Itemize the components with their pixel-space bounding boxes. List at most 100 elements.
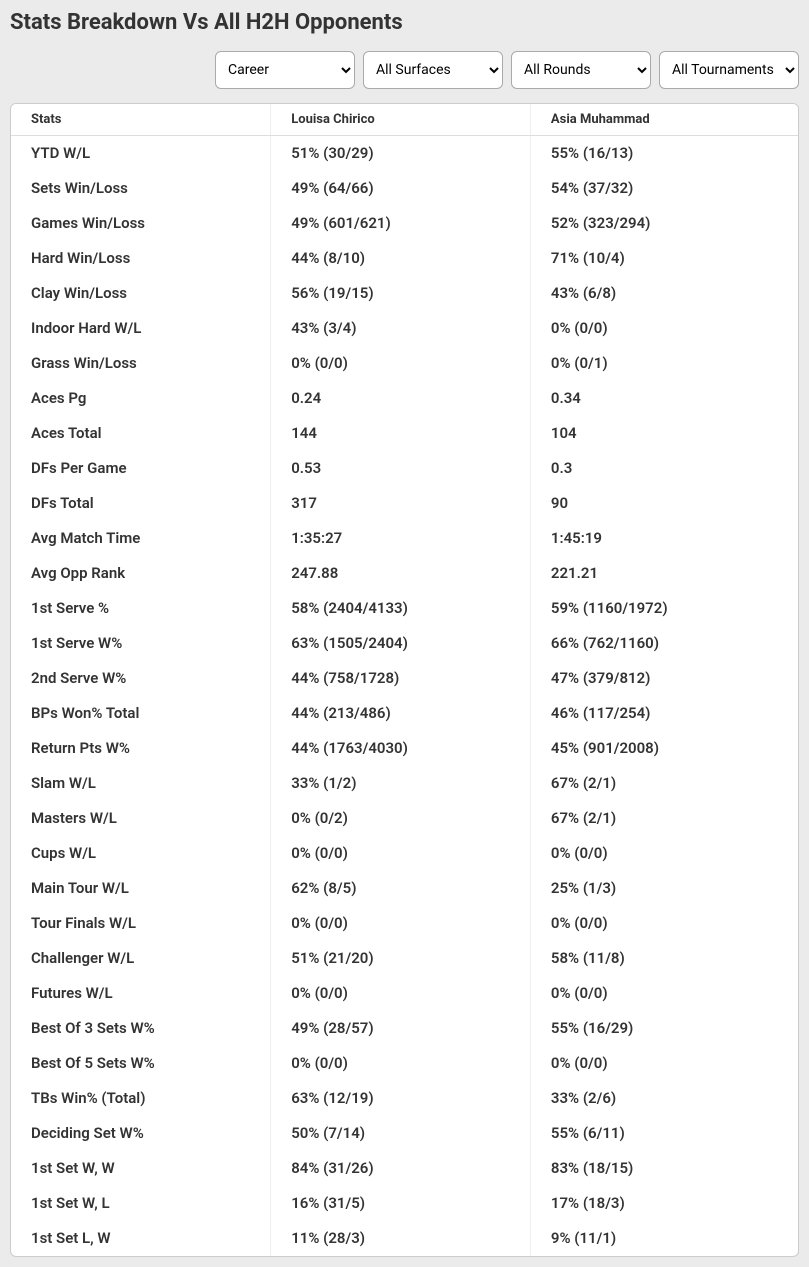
stat-player1-value: 56% (19/15) [271,276,531,311]
stat-label: Indoor Hard W/L [11,311,271,346]
stat-player2-value: 90 [530,486,798,521]
stat-label: Best Of 3 Sets W% [11,1011,271,1046]
table-row: 1st Set W, L16% (31/5)17% (18/3) [11,1186,798,1221]
stat-player2-value: 55% (6/11) [530,1116,798,1151]
stat-player1-value: 44% (1763/4030) [271,731,531,766]
table-row: BPs Won% Total44% (213/486)46% (117/254) [11,696,798,731]
stat-label: 2nd Serve W% [11,661,271,696]
stat-player1-value: 43% (3/4) [271,311,531,346]
stat-player1-value: 11% (28/3) [271,1221,531,1256]
stat-player1-value: 51% (30/29) [271,136,531,171]
table-row: Games Win/Loss49% (601/621)52% (323/294) [11,206,798,241]
stat-label: 1st Serve % [11,591,271,626]
stat-player2-value: 52% (323/294) [530,206,798,241]
table-row: Return Pts W%44% (1763/4030)45% (901/200… [11,731,798,766]
stat-player1-value: 44% (8/10) [271,241,531,276]
table-header-row: Stats Louisa Chirico Asia Muhammad [11,104,798,136]
stat-player2-value: 0.34 [530,381,798,416]
stat-player2-value: 0% (0/0) [530,906,798,941]
stat-player1-value: 1:35:27 [271,521,531,556]
stat-player1-value: 0.53 [271,451,531,486]
stat-player1-value: 58% (2404/4133) [271,591,531,626]
table-row: Futures W/L0% (0/0)0% (0/0) [11,976,798,1011]
table-row: Slam W/L33% (1/2)67% (2/1) [11,766,798,801]
stat-label: Avg Opp Rank [11,556,271,591]
table-row: Challenger W/L51% (21/20)58% (11/8) [11,941,798,976]
stat-label: Aces Pg [11,381,271,416]
table-row: 1st Set L, W11% (28/3)9% (11/1) [11,1221,798,1256]
filter-tournaments[interactable]: All Tournaments [659,51,799,89]
stat-player1-value: 51% (21/20) [271,941,531,976]
table-row: Aces Total144104 [11,416,798,451]
table-row: Avg Opp Rank247.88221.21 [11,556,798,591]
stat-player1-value: 0% (0/0) [271,1046,531,1081]
table-row: Cups W/L0% (0/0)0% (0/0) [11,836,798,871]
table-row: Hard Win/Loss44% (8/10)71% (10/4) [11,241,798,276]
table-row: Avg Match Time1:35:271:45:19 [11,521,798,556]
col-header-player2: Asia Muhammad [530,104,798,136]
stat-player1-value: 0% (0/0) [271,836,531,871]
stat-player2-value: 58% (11/8) [530,941,798,976]
stat-player1-value: 63% (1505/2404) [271,626,531,661]
filter-surfaces[interactable]: All Surfaces [363,51,503,89]
stat-label: Hard Win/Loss [11,241,271,276]
filter-career[interactable]: Career [215,51,355,89]
table-row: Sets Win/Loss49% (64/66)54% (37/32) [11,171,798,206]
stat-label: Clay Win/Loss [11,276,271,311]
stat-label: Return Pts W% [11,731,271,766]
stat-player2-value: 0% (0/0) [530,976,798,1011]
stat-label: Games Win/Loss [11,206,271,241]
table-row: 1st Serve %58% (2404/4133)59% (1160/1972… [11,591,798,626]
stat-label: BPs Won% Total [11,696,271,731]
stat-label: 1st Set W, L [11,1186,271,1221]
page-title: Stats Breakdown Vs All H2H Opponents [10,10,799,35]
stat-player2-value: 0% (0/0) [530,1046,798,1081]
stat-label: 1st Set W, W [11,1151,271,1186]
stat-player2-value: 0% (0/0) [530,836,798,871]
stat-player2-value: 55% (16/29) [530,1011,798,1046]
table-row: Clay Win/Loss56% (19/15)43% (6/8) [11,276,798,311]
stats-tbody: YTD W/L51% (30/29)55% (16/13)Sets Win/Lo… [11,136,798,1256]
stat-label: Best Of 5 Sets W% [11,1046,271,1081]
stat-label: Tour Finals W/L [11,906,271,941]
stat-player2-value: 45% (901/2008) [530,731,798,766]
table-row: Best Of 5 Sets W%0% (0/0)0% (0/0) [11,1046,798,1081]
stat-player2-value: 66% (762/1160) [530,626,798,661]
stat-label: Deciding Set W% [11,1116,271,1151]
stat-player2-value: 33% (2/6) [530,1081,798,1116]
stat-player2-value: 54% (37/32) [530,171,798,206]
stat-player2-value: 47% (379/812) [530,661,798,696]
stat-label: Grass Win/Loss [11,346,271,381]
stat-player2-value: 9% (11/1) [530,1221,798,1256]
table-row: Deciding Set W%50% (7/14)55% (6/11) [11,1116,798,1151]
filter-rounds[interactable]: All Rounds [511,51,651,89]
stat-player1-value: 49% (64/66) [271,171,531,206]
stat-player2-value: 46% (117/254) [530,696,798,731]
stats-table-container: Stats Louisa Chirico Asia Muhammad YTD W… [10,103,799,1257]
stat-label: 1st Set L, W [11,1221,271,1256]
table-row: Main Tour W/L62% (8/5)25% (1/3) [11,871,798,906]
stat-player2-value: 25% (1/3) [530,871,798,906]
stat-player1-value: 49% (601/621) [271,206,531,241]
stat-player2-value: 67% (2/1) [530,766,798,801]
stat-label: Slam W/L [11,766,271,801]
table-row: Indoor Hard W/L43% (3/4)0% (0/0) [11,311,798,346]
stat-player2-value: 0% (0/0) [530,311,798,346]
stat-label: Main Tour W/L [11,871,271,906]
stat-player1-value: 317 [271,486,531,521]
stat-player1-value: 0% (0/0) [271,976,531,1011]
stat-player1-value: 0% (0/0) [271,346,531,381]
stat-label: Challenger W/L [11,941,271,976]
table-row: YTD W/L51% (30/29)55% (16/13) [11,136,798,171]
stat-player2-value: 83% (18/15) [530,1151,798,1186]
stat-player1-value: 33% (1/2) [271,766,531,801]
table-row: Masters W/L0% (0/2)67% (2/1) [11,801,798,836]
table-row: DFs Per Game0.530.3 [11,451,798,486]
col-header-player1: Louisa Chirico [271,104,531,136]
filters-row: Career All Surfaces All Rounds All Tourn… [10,51,799,89]
stat-player1-value: 144 [271,416,531,451]
stat-label: Cups W/L [11,836,271,871]
stat-player1-value: 247.88 [271,556,531,591]
table-row: Aces Pg0.240.34 [11,381,798,416]
col-header-stats: Stats [11,104,271,136]
